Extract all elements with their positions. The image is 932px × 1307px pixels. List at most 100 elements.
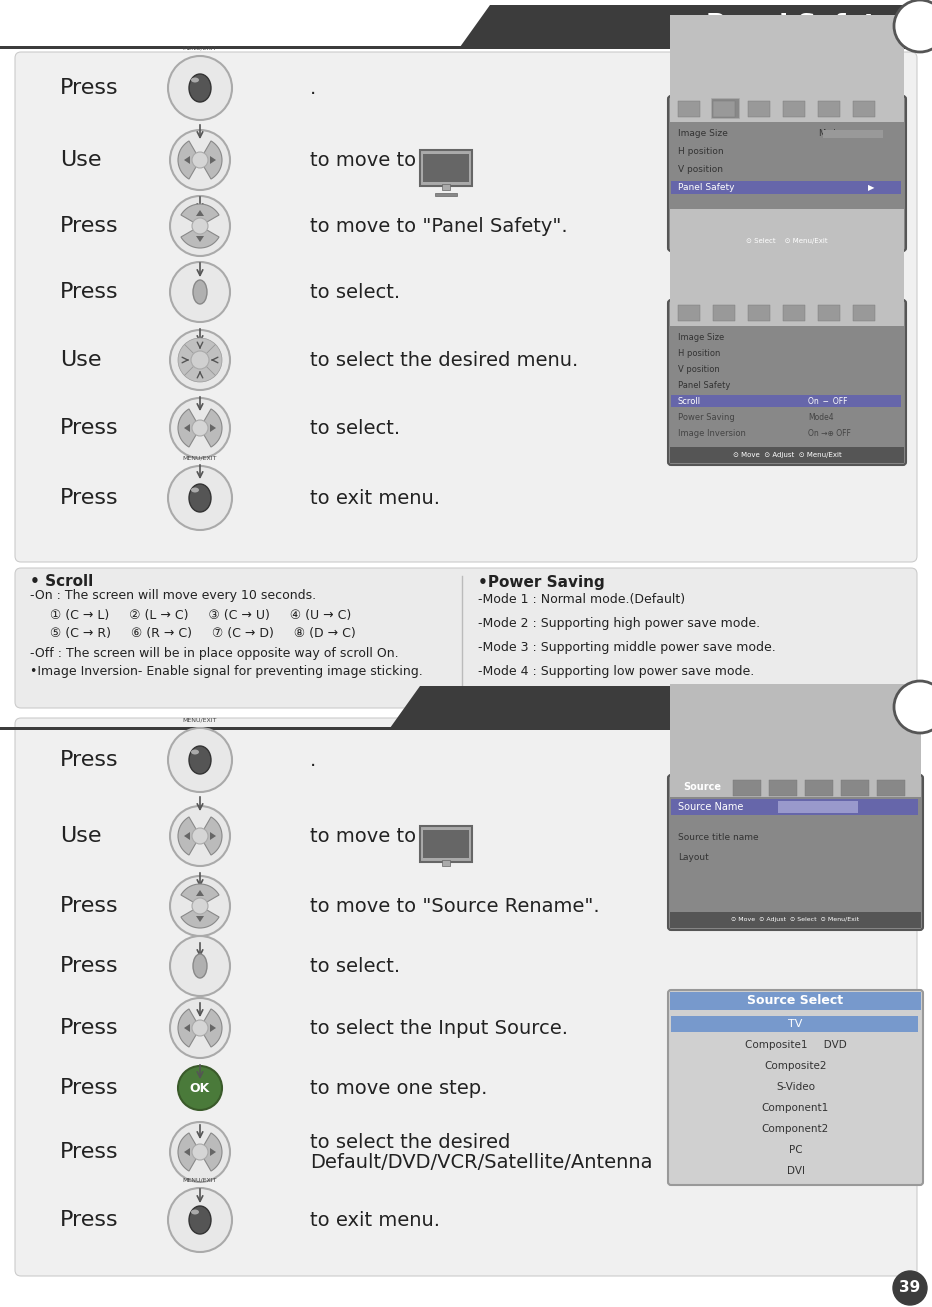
Text: Source Name: Source Name xyxy=(678,802,744,812)
Text: Use: Use xyxy=(60,350,102,370)
Text: Default/DVD/VCR/Satellite/Antenna: Default/DVD/VCR/Satellite/Antenna xyxy=(310,1154,652,1172)
Text: ⊙ Select    ⊙ Menu/Exit: ⊙ Select ⊙ Menu/Exit xyxy=(747,238,828,244)
Bar xyxy=(670,992,921,1010)
Circle shape xyxy=(192,898,208,914)
Text: Image Size: Image Size xyxy=(678,332,724,341)
Wedge shape xyxy=(178,817,200,855)
Bar xyxy=(0,727,932,731)
Polygon shape xyxy=(210,423,216,433)
Wedge shape xyxy=(178,1009,200,1047)
Text: -Mode 4 : Supporting low power save mode.: -Mode 4 : Supporting low power save mode… xyxy=(478,665,754,678)
Circle shape xyxy=(192,1019,208,1036)
Text: to move to: to move to xyxy=(310,826,416,846)
Bar xyxy=(678,305,700,322)
Bar xyxy=(671,799,918,816)
Wedge shape xyxy=(181,226,219,248)
Text: to move to: to move to xyxy=(310,150,416,170)
Bar xyxy=(769,780,797,796)
Text: PC: PC xyxy=(788,1145,802,1155)
Bar xyxy=(877,780,905,796)
Text: Use: Use xyxy=(60,150,102,170)
Text: MENU/EXIT: MENU/EXIT xyxy=(183,718,217,723)
Bar xyxy=(442,184,450,190)
Bar xyxy=(733,780,761,796)
Text: Press: Press xyxy=(60,418,118,438)
Text: •Image Inversion- Enable signal for preventing image sticking.: •Image Inversion- Enable signal for prev… xyxy=(30,665,423,678)
Text: Press: Press xyxy=(60,750,118,770)
Bar xyxy=(671,1016,918,1033)
Wedge shape xyxy=(178,141,200,179)
Circle shape xyxy=(170,936,230,996)
Ellipse shape xyxy=(191,1209,199,1214)
Circle shape xyxy=(192,1144,208,1161)
Wedge shape xyxy=(200,1133,222,1171)
Wedge shape xyxy=(200,817,222,855)
Ellipse shape xyxy=(189,484,211,512)
Polygon shape xyxy=(390,686,932,728)
Text: to move one step.: to move one step. xyxy=(310,1078,487,1098)
Polygon shape xyxy=(460,5,932,47)
Bar xyxy=(435,193,457,196)
Circle shape xyxy=(170,806,230,867)
Circle shape xyxy=(170,261,230,322)
Circle shape xyxy=(170,329,230,389)
Text: V position: V position xyxy=(678,166,723,175)
Text: to select the Input Source.: to select the Input Source. xyxy=(310,1018,568,1038)
Bar xyxy=(670,776,921,797)
Text: Press: Press xyxy=(60,216,118,237)
Circle shape xyxy=(894,0,932,52)
Text: Use: Use xyxy=(60,826,102,846)
Text: Component2: Component2 xyxy=(761,1124,829,1134)
Bar xyxy=(670,684,921,797)
Bar xyxy=(853,101,875,118)
Bar xyxy=(420,826,472,863)
FancyBboxPatch shape xyxy=(668,301,906,465)
Polygon shape xyxy=(210,1148,216,1155)
Bar xyxy=(670,912,921,928)
Bar xyxy=(713,101,735,118)
Bar xyxy=(818,305,840,322)
Wedge shape xyxy=(178,1133,200,1171)
Text: -Mode 2 : Supporting high power save mode.: -Mode 2 : Supporting high power save mod… xyxy=(478,617,761,630)
Text: to move to "Source Rename".: to move to "Source Rename". xyxy=(310,897,599,915)
Text: to exit menu.: to exit menu. xyxy=(310,489,440,507)
Wedge shape xyxy=(200,409,222,447)
Text: OK: OK xyxy=(190,1081,210,1094)
Text: Composite2: Composite2 xyxy=(764,1061,827,1070)
Text: to select.: to select. xyxy=(310,957,400,975)
Text: to select.: to select. xyxy=(310,418,400,438)
Text: ⑤ (C → R)     ⑥ (R → C)     ⑦ (C → D)     ⑧ (D → C): ⑤ (C → R) ⑥ (R → C) ⑦ (C → D) ⑧ (D → C) xyxy=(30,627,356,640)
Polygon shape xyxy=(184,423,190,433)
Circle shape xyxy=(170,196,230,256)
Text: • Scroll: • Scroll xyxy=(30,575,93,589)
Text: Press: Press xyxy=(60,488,118,508)
Bar xyxy=(670,302,904,324)
Text: ① (C → L)     ② (L → C)     ③ (C → U)     ④ (U → C): ① (C → L) ② (L → C) ③ (C → U) ④ (U → C) xyxy=(30,609,351,622)
Text: -On : The screen will move every 10 seconds.: -On : The screen will move every 10 seco… xyxy=(30,589,316,603)
Wedge shape xyxy=(200,1009,222,1047)
Text: -Mode 3 : Supporting middle power save mode.: -Mode 3 : Supporting middle power save m… xyxy=(478,642,775,655)
Wedge shape xyxy=(185,359,215,382)
Circle shape xyxy=(894,681,932,733)
Text: to select.: to select. xyxy=(310,282,400,302)
Wedge shape xyxy=(181,884,219,906)
Text: Press: Press xyxy=(60,955,118,976)
Circle shape xyxy=(192,218,208,234)
Bar xyxy=(823,129,883,139)
Text: MENU/EXIT: MENU/EXIT xyxy=(183,1178,217,1183)
Bar xyxy=(670,209,904,325)
Text: MENU/EXIT: MENU/EXIT xyxy=(183,456,217,460)
Text: Panel Safety: Panel Safety xyxy=(706,13,894,39)
Bar xyxy=(423,154,469,182)
Bar xyxy=(671,180,901,193)
Text: 39: 39 xyxy=(899,1281,921,1295)
Bar xyxy=(778,801,858,813)
Bar xyxy=(841,780,869,796)
Circle shape xyxy=(178,1067,222,1110)
Ellipse shape xyxy=(191,77,199,82)
Wedge shape xyxy=(200,141,222,179)
Text: Mode4: Mode4 xyxy=(808,413,833,421)
Circle shape xyxy=(168,1188,232,1252)
Bar xyxy=(853,305,875,322)
FancyBboxPatch shape xyxy=(668,95,906,251)
